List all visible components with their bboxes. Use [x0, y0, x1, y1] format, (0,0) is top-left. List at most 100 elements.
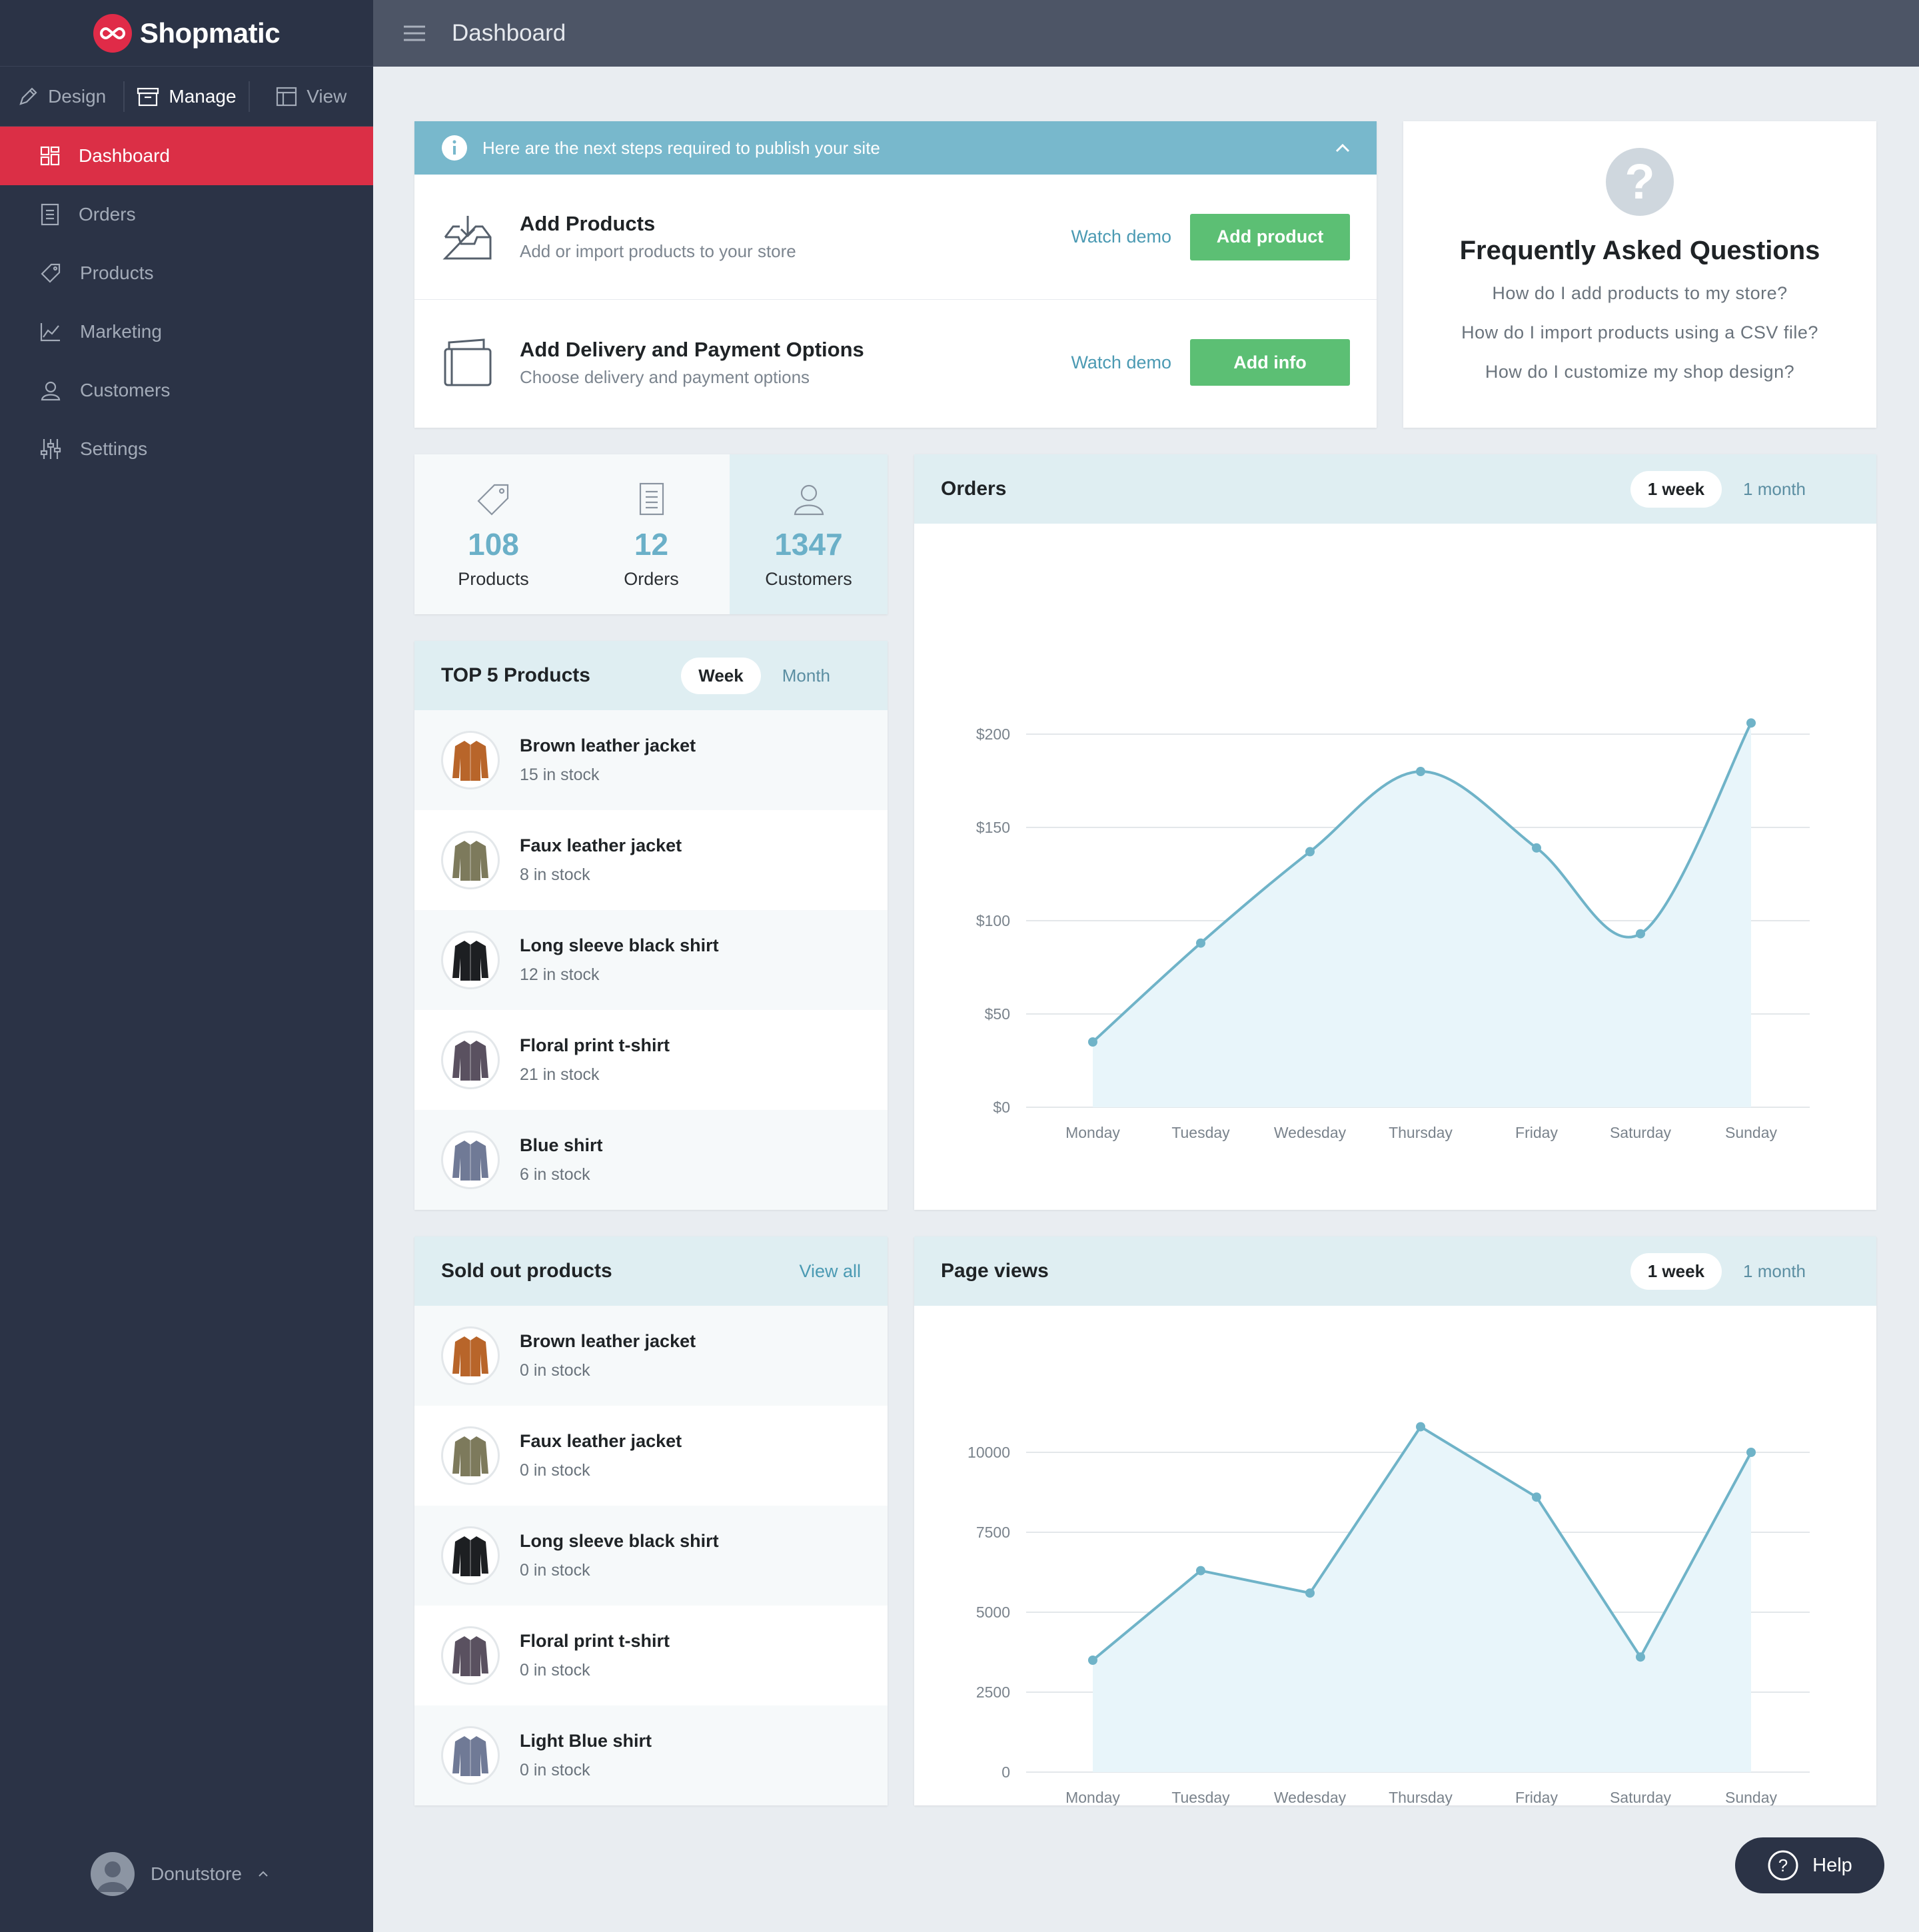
y-tick-label: 10000: [967, 1444, 1010, 1461]
sidebar-item-marketing[interactable]: Marketing: [0, 302, 373, 361]
toggle-1-month[interactable]: 1 month: [1743, 1260, 1806, 1281]
list-item[interactable]: Blue shirt 6 in stock: [414, 1110, 888, 1210]
add-info-button[interactable]: Add info: [1190, 339, 1350, 386]
stat-orders[interactable]: 12 Orders: [572, 454, 730, 614]
shirt-icon: [452, 1736, 488, 1776]
stats-card: 108 Products 12 Orders 1347 Customers: [414, 454, 888, 614]
sidebar-item-dashboard[interactable]: Dashboard: [0, 127, 373, 185]
faq-card: ? Frequently Asked Questions How do I ad…: [1403, 121, 1876, 428]
mode-tab-label: Manage: [169, 85, 237, 107]
watch-demo-link[interactable]: Watch demo: [1071, 352, 1171, 372]
logo[interactable]: Shopmatic: [0, 0, 373, 67]
watch-demo-link[interactable]: Watch demo: [1071, 227, 1171, 246]
data-point[interactable]: [1746, 1448, 1756, 1457]
chevron-up-icon[interactable]: [1335, 143, 1350, 153]
y-tick-label: $100: [976, 912, 1010, 929]
sidebar-item-products[interactable]: Products: [0, 244, 373, 302]
box-icon: [137, 87, 159, 106]
stat-value: 108: [468, 527, 519, 562]
orders-icon: [639, 482, 664, 516]
add-product-button[interactable]: Add product: [1190, 213, 1350, 260]
next-steps-card: Here are the next steps required to publ…: [414, 121, 1377, 428]
toggle-1-month[interactable]: 1 month: [1743, 478, 1806, 499]
mode-tab-design[interactable]: Design: [0, 81, 123, 112]
shirt-shape: [452, 1636, 488, 1676]
period-toggle: 1 week 1 month: [1630, 470, 1823, 508]
shirt-shape: [452, 941, 488, 981]
toggle-month[interactable]: Month: [782, 665, 830, 686]
list-item[interactable]: Brown leather jacket 0 in stock: [414, 1306, 888, 1406]
faq-link[interactable]: How do I import products using a CSV fil…: [1461, 322, 1818, 342]
shirt-icon: [452, 741, 488, 781]
user-icon: [794, 484, 824, 516]
faq-link[interactable]: How do I customize my shop design?: [1485, 362, 1795, 382]
menu-icon[interactable]: [402, 24, 426, 43]
list-item[interactable]: Long sleeve black shirt 0 in stock: [414, 1506, 888, 1606]
y-tick-label: 2500: [976, 1684, 1010, 1701]
product-thumbnail: [441, 831, 500, 889]
y-tick-label: 7500: [976, 1524, 1010, 1541]
toggle-1-week[interactable]: 1 week: [1630, 470, 1722, 508]
product-thumbnail: [441, 1526, 500, 1585]
svg-text:?: ?: [1778, 1855, 1788, 1875]
data-point[interactable]: [1196, 938, 1205, 948]
help-button[interactable]: ? Help: [1735, 1837, 1884, 1893]
product-name: Long sleeve black shirt: [520, 935, 719, 955]
data-point[interactable]: [1196, 1566, 1205, 1576]
x-tick-label: Monday: [1065, 1124, 1120, 1141]
list-item[interactable]: Long sleeve black shirt 12 in stock: [414, 910, 888, 1010]
brand-name: Shopmatic: [139, 17, 281, 49]
data-point[interactable]: [1636, 1652, 1645, 1662]
tag-icon: [41, 263, 61, 283]
data-point[interactable]: [1532, 843, 1541, 853]
product-name: Brown leather jacket: [520, 735, 696, 755]
stat-products[interactable]: 108 Products: [414, 454, 572, 614]
faq-link[interactable]: How do I add products to my store?: [1492, 283, 1788, 303]
product-stock: 15 in stock: [520, 765, 600, 784]
step-add-products: Add Products Add or import products to y…: [414, 175, 1377, 300]
x-tick-label: Thursday: [1389, 1124, 1453, 1141]
sidebar-item-customers[interactable]: Customers: [0, 361, 373, 420]
data-point[interactable]: [1305, 847, 1315, 857]
x-tick-label: Tuesday: [1171, 1124, 1230, 1141]
steps-banner[interactable]: Here are the next steps required to publ…: [414, 121, 1377, 175]
stat-customers[interactable]: 1347 Customers: [730, 454, 888, 614]
list-item[interactable]: Faux leather jacket 8 in stock: [414, 810, 888, 910]
sold-out-card: Sold out products View all Brown leather…: [414, 1236, 888, 1805]
user-menu[interactable]: Donutstore: [91, 1852, 269, 1896]
x-tick-label: Friday: [1515, 1789, 1558, 1805]
mode-tab-view[interactable]: View: [250, 81, 373, 112]
data-point[interactable]: [1746, 718, 1756, 728]
product-stock: 21 in stock: [520, 1065, 600, 1084]
product-thumbnail: [441, 1326, 500, 1385]
data-point[interactable]: [1305, 1588, 1315, 1598]
list-item[interactable]: Brown leather jacket 15 in stock: [414, 710, 888, 810]
sidebar-item-label: Settings: [80, 438, 148, 459]
view-all-link[interactable]: View all: [799, 1260, 861, 1281]
x-tick-label: Sunday: [1725, 1124, 1778, 1141]
sidebar-item-label: Customers: [80, 380, 171, 400]
shirt-shape: [452, 841, 488, 881]
data-point[interactable]: [1088, 1656, 1097, 1665]
list-item[interactable]: Faux leather jacket 0 in stock: [414, 1406, 888, 1506]
card-title: TOP 5 Products: [441, 664, 590, 686]
sidebar-item-orders[interactable]: Orders: [0, 185, 373, 244]
mode-tab-manage[interactable]: Manage: [123, 81, 250, 112]
card-title: Sold out products: [441, 1260, 612, 1282]
list-item[interactable]: Light Blue shirt 0 in stock: [414, 1705, 888, 1805]
toggle-1-week[interactable]: 1 week: [1630, 1252, 1722, 1290]
list-item[interactable]: Floral print t-shirt 21 in stock: [414, 1010, 888, 1110]
data-point[interactable]: [1416, 767, 1425, 776]
product-name: Brown leather jacket: [520, 1331, 696, 1351]
data-point[interactable]: [1636, 929, 1645, 939]
list-item[interactable]: Floral print t-shirt 0 in stock: [414, 1606, 888, 1705]
page-title: Dashboard: [452, 20, 566, 46]
data-point[interactable]: [1532, 1492, 1541, 1502]
data-point[interactable]: [1088, 1037, 1097, 1047]
stat-value: 1347: [774, 527, 843, 562]
product-name: Floral print t-shirt: [520, 1035, 670, 1055]
sidebar-item-settings[interactable]: Settings: [0, 420, 373, 478]
toggle-week[interactable]: Week: [681, 657, 761, 694]
data-point[interactable]: [1416, 1422, 1425, 1432]
inbox-download-icon: [442, 215, 492, 259]
